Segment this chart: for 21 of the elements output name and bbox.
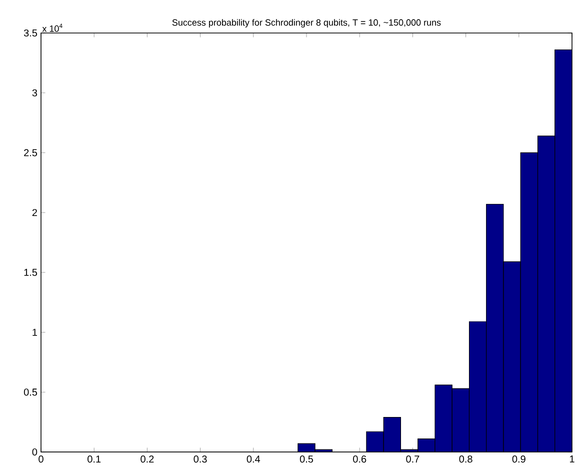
- y-tick-label: 0: [32, 448, 38, 456]
- x-tick-label: 0.1: [88, 456, 101, 463]
- y-tick-label: 2: [32, 209, 37, 216]
- x-tick-label: 0.4: [246, 456, 260, 463]
- y-tick-label: 1: [32, 328, 37, 336]
- y-tick-label: 3.5: [24, 29, 38, 37]
- x-tick-label: 0.2: [140, 456, 154, 463]
- chart-title: Success probability for Schrodinger 8 qubits, T = 10, ~150,000 runs: [172, 19, 441, 28]
- x-tick-label: 0.3: [194, 456, 207, 463]
- x-tick-label: 0.5: [300, 456, 314, 463]
- y-tick-label: 0.5: [24, 388, 38, 396]
- x-tick-label: 0.7: [406, 456, 420, 463]
- x-tick-label: 0.6: [353, 456, 366, 463]
- x-tick-label: 0.9: [512, 456, 526, 463]
- text: x 10$^{4}$: [42, 24, 62, 32]
- x-tick-label: 0: [38, 456, 44, 463]
- x-tick-label: 0.8: [459, 456, 472, 463]
- y-tick-label: 2.5: [24, 149, 38, 156]
- y-tick-label: 3: [32, 89, 38, 96]
- x-tick-label: 1: [570, 456, 574, 462]
- y-tick-label: 1.5: [24, 268, 38, 276]
